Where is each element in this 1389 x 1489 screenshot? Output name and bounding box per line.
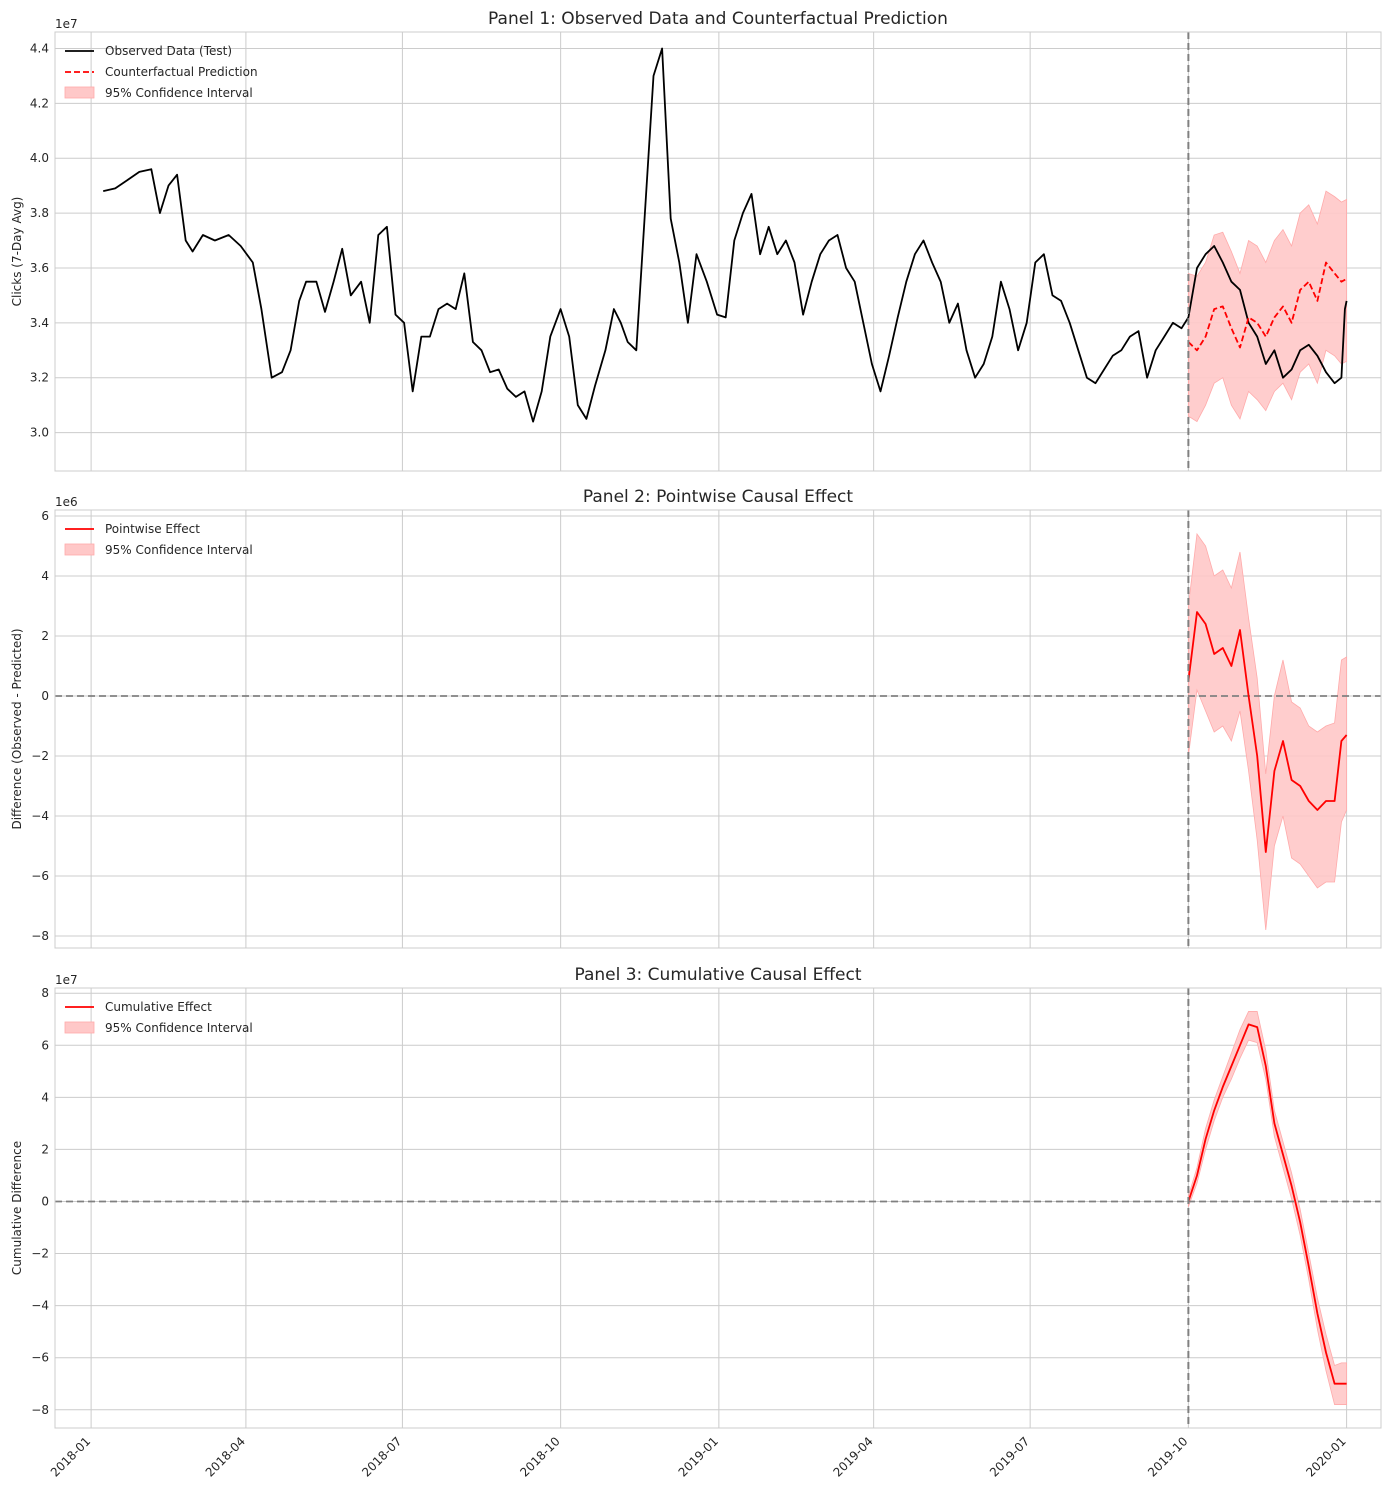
legend: Pointwise Effect 95% Confidence Interval — [64, 522, 253, 557]
x-tick-label: 2018-10 — [517, 1434, 562, 1479]
y-tick-label: 2 — [41, 629, 49, 643]
series-line — [103, 47, 1348, 423]
legend-label: Observed Data (Test) — [105, 44, 232, 58]
panel-2: −8 −6 −4 −2 0 2 4 6 Panel 2: Pointwise Causal Ef… — [10, 487, 1382, 949]
legend-label: Counterfactual Prediction — [105, 65, 258, 79]
confidence-interval-band — [1187, 190, 1348, 423]
panel-title: Panel 2: Pointwise Causal Effect — [583, 487, 853, 507]
y-tick-label: −2 — [31, 1247, 49, 1261]
series-line — [1187, 261, 1348, 352]
panel-title: Panel 3: Cumulative Causal Effect — [574, 965, 861, 985]
y-tick-label: −8 — [31, 1403, 49, 1417]
y-tick-label: 6 — [41, 509, 49, 523]
y-tick-label: 3.4 — [30, 316, 49, 330]
legend-swatch-ci — [64, 543, 95, 556]
panel-title: Panel 1: Observed Data and Counterfactua… — [488, 9, 948, 29]
axes-frame — [54, 31, 1382, 472]
x-tick-label: 2018-01 — [48, 1434, 93, 1479]
x-tick-label: 2020-01 — [1303, 1434, 1348, 1479]
y-tick-label: 3.8 — [30, 206, 49, 220]
y-tick-label: 8 — [41, 986, 49, 1000]
legend-label: 95% Confidence Interval — [105, 1021, 253, 1035]
y-axis-label: Cumulative Difference — [10, 1141, 24, 1275]
confidence-interval-band — [1187, 1011, 1348, 1405]
y-scale-label: 1e6 — [55, 495, 78, 509]
legend: Observed Data (Test) Counterfactual Predi… — [64, 44, 258, 100]
series-line — [1187, 1023, 1347, 1385]
legend-swatch-ci — [64, 1021, 95, 1034]
x-tick-label: 2018-07 — [359, 1434, 404, 1479]
y-axis-label: Clicks (7-Day Avg) — [10, 197, 24, 307]
legend-swatch-ci — [64, 86, 95, 99]
axes-frame — [54, 509, 1382, 949]
y-tick-label: −4 — [31, 809, 49, 823]
y-tick-label: 6 — [41, 1038, 49, 1052]
x-tick-label: 2018-04 — [203, 1434, 248, 1479]
y-scale-label: 1e7 — [55, 973, 78, 987]
y-axis-label: Difference (Observed - Predicted) — [10, 628, 24, 829]
y-tick-label: 0 — [41, 689, 49, 703]
y-tick-label: −6 — [31, 1351, 49, 1365]
y-tick-label: 4.0 — [30, 151, 49, 165]
legend-label: Pointwise Effect — [105, 522, 200, 536]
series-line — [1187, 611, 1348, 853]
y-tick-label: 4.2 — [30, 96, 49, 110]
y-tick-label: 3.2 — [30, 371, 49, 385]
x-tick-label: 2019-07 — [987, 1434, 1032, 1479]
legend-label: 95% Confidence Interval — [105, 86, 253, 100]
panel-1: 3.0 3.2 3.4 3.6 3.8 4.0 4.2 4.4 Panel 1: Observe… — [10, 9, 1382, 472]
y-tick-label: 4 — [41, 1090, 49, 1104]
confidence-interval-band — [1187, 532, 1348, 931]
y-tick-label: −2 — [31, 749, 49, 763]
y-tick-label: 4.4 — [30, 41, 49, 55]
legend-label: Cumulative Effect — [105, 1000, 212, 1014]
y-tick-label: 3.0 — [30, 426, 49, 440]
y-scale-label: 1e7 — [55, 17, 78, 31]
x-tick-label: 2019-10 — [1145, 1434, 1190, 1479]
y-tick-label: 2 — [41, 1142, 49, 1156]
y-tick-label: 4 — [41, 569, 49, 583]
y-tick-label: −8 — [31, 929, 49, 943]
y-tick-label: −6 — [31, 869, 49, 883]
axes-frame — [54, 987, 1382, 1429]
legend: Cumulative Effect 95% Confidence Interval — [64, 1000, 253, 1035]
panel-3: −8 −6 −4 −2 0 2 4 6 8 Panel 3: Cumulative Causal … — [10, 965, 1382, 1480]
x-tick-label: 2019-01 — [676, 1434, 721, 1479]
legend-label: 95% Confidence Interval — [105, 543, 253, 557]
y-tick-label: −4 — [31, 1299, 49, 1313]
y-tick-label: 0 — [41, 1194, 49, 1208]
x-tick-label: 2019-04 — [830, 1434, 875, 1479]
y-tick-label: 3.6 — [30, 261, 49, 275]
